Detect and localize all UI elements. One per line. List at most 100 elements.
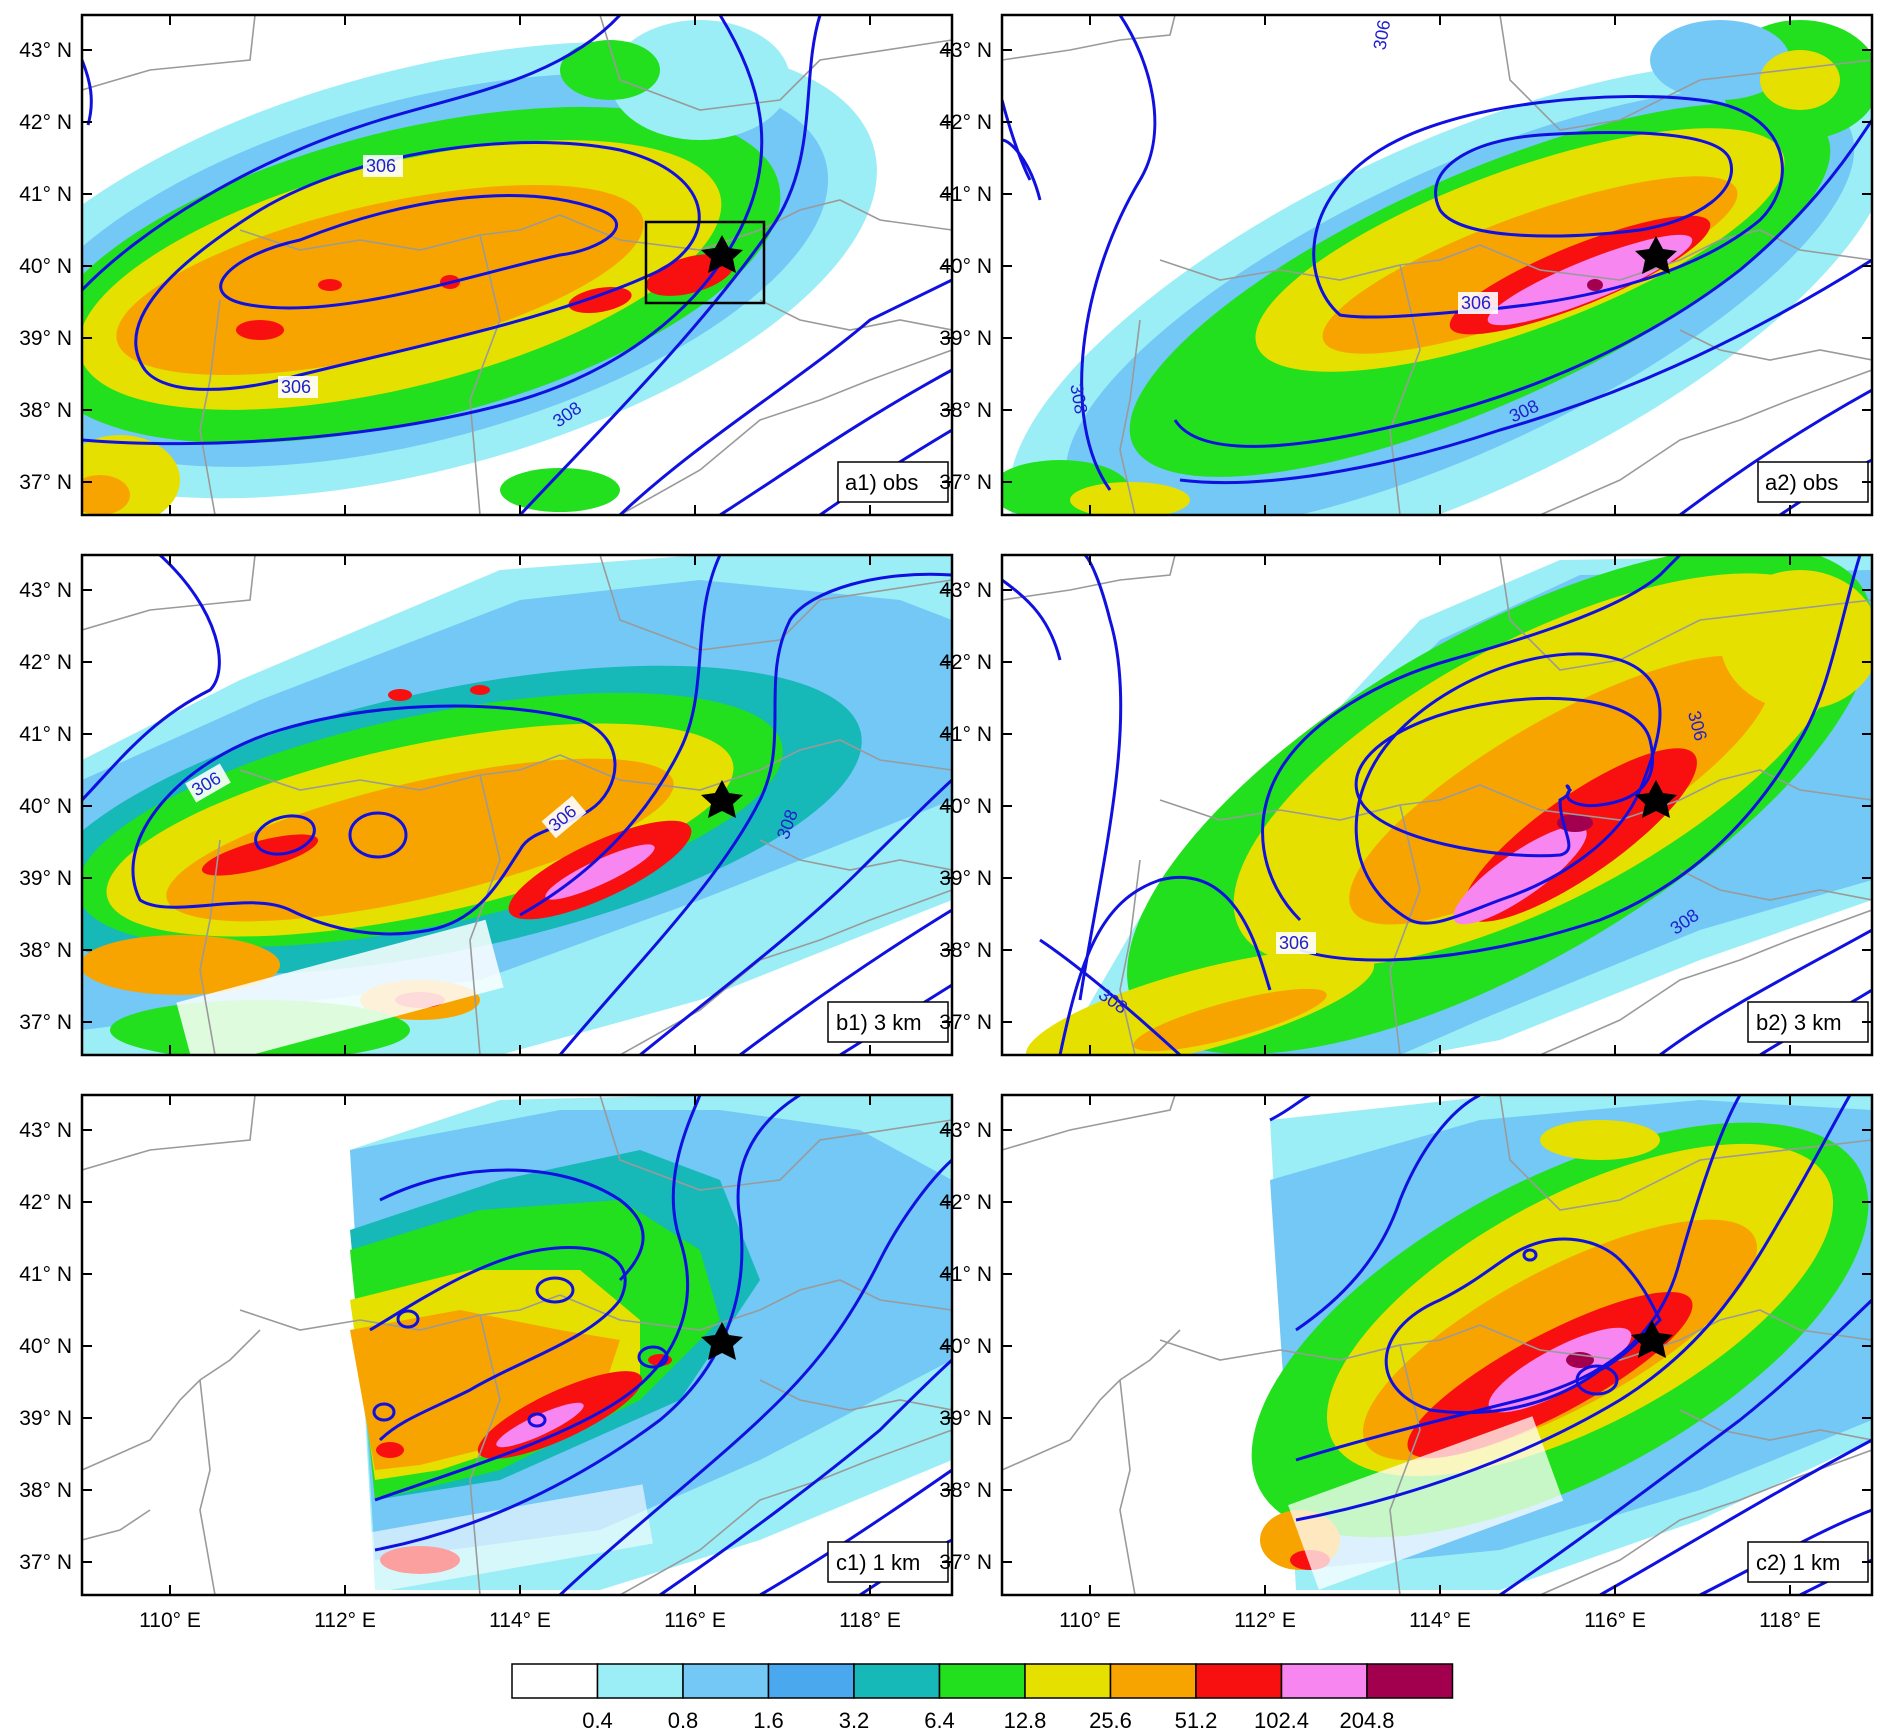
star-marker — [1635, 236, 1677, 274]
lat-tick-label: 41° N — [19, 723, 72, 746]
lon-tick-label: 110° E — [139, 1609, 201, 1632]
lat-tick-label: 41° N — [19, 1263, 72, 1286]
lat-tick-label: 42° N — [939, 111, 992, 134]
lat-tick-label: 37° N — [939, 1011, 992, 1034]
colorbar-swatch — [1109, 1663, 1197, 1699]
panel-label-b1: b1) 3 km — [836, 1010, 922, 1035]
lon-tick-label: 116° E — [664, 1609, 726, 1632]
lat-tick-label: 37° N — [939, 471, 992, 494]
star-marker — [1631, 1320, 1673, 1358]
contours-c1 — [369, 1095, 952, 1595]
panel-label-c1: c1) 1 km — [836, 1550, 920, 1575]
lat-tick-label: 37° N — [19, 471, 72, 494]
precip-field-b1 — [82, 555, 952, 1055]
colorbar-label: 1.6 — [753, 1708, 784, 1733]
star-marker — [1635, 780, 1677, 818]
lat-tick-label: 41° N — [939, 183, 992, 206]
lat-tick-label: 40° N — [939, 795, 992, 818]
colorbar-label: 6.4 — [924, 1708, 955, 1733]
precip-field-b2 — [1025, 555, 1872, 1055]
lat-tick-label: 38° N — [939, 399, 992, 422]
lat-tick-label: 38° N — [19, 1479, 72, 1502]
panel-label-a1: a1) obs — [845, 470, 918, 495]
lon-tick-label: 112° E — [314, 1609, 376, 1632]
contours-a1 — [82, 15, 952, 515]
panel-a2: 306 306 308 308 a2) obs — [1000, 13, 1874, 517]
colorbar-swatch — [853, 1663, 941, 1699]
colorbar-label: 102.4 — [1254, 1708, 1309, 1733]
lat-tick-label: 40° N — [939, 1335, 992, 1358]
panel-b1: 306 306 308 b1) 3 km — [80, 553, 954, 1057]
contour-label: 306 — [281, 377, 311, 397]
lat-tick-label: 39° N — [939, 867, 992, 890]
lat-tick-label: 40° N — [19, 795, 72, 818]
lon-tick-label: 114° E — [1409, 1609, 1471, 1632]
lat-tick-label: 39° N — [19, 867, 72, 890]
contour-label: 306 — [1279, 933, 1309, 953]
lat-tick-label: 41° N — [939, 1263, 992, 1286]
colorbar: 0.4 0.8 1.6 3.2 6.4 12.8 25.6 51.2 102.4 204.8 — [511, 1663, 1454, 1733]
lat-tick-label: 41° N — [19, 183, 72, 206]
lat-tick-label: 37° N — [19, 1011, 72, 1034]
lat-tick-label: 39° N — [19, 327, 72, 350]
lat-tick-label: 38° N — [939, 1479, 992, 1502]
lat-tick-label: 39° N — [19, 1407, 72, 1430]
lon-tick-label: 116° E — [1584, 1609, 1646, 1632]
contours-b1 — [82, 555, 952, 1055]
lat-tick-label: 42° N — [939, 651, 992, 674]
province-boundaries-a1 — [82, 15, 952, 515]
colorbar-label: 0.8 — [668, 1708, 699, 1733]
lat-tick-label: 42° N — [19, 1191, 72, 1214]
contour-label: 306 — [1461, 293, 1491, 313]
lat-tick-label: 43° N — [939, 1119, 992, 1142]
axis-labels: 43° N 42° N 41° N 40° N 39° N 38° N 37° N 43° N… — [19, 39, 1821, 1632]
lat-tick-label: 39° N — [939, 1407, 992, 1430]
colorbar-label: 12.8 — [1004, 1708, 1047, 1733]
colorbar-swatch — [767, 1663, 855, 1699]
lat-tick-label: 40° N — [19, 255, 72, 278]
star-marker — [701, 780, 743, 818]
panel-label-b2: b2) 3 km — [1756, 1010, 1842, 1035]
colorbar-swatch — [511, 1663, 599, 1699]
colorbar-label: 0.4 — [582, 1708, 613, 1733]
lat-tick-label: 39° N — [939, 327, 992, 350]
lat-tick-label: 41° N — [939, 723, 992, 746]
star-marker — [701, 235, 743, 273]
precip-field-a1 — [82, 20, 877, 515]
lat-tick-label: 43° N — [19, 39, 72, 62]
lat-tick-label: 42° N — [939, 1191, 992, 1214]
lon-tick-label: 118° E — [839, 1609, 901, 1632]
lat-tick-label: 40° N — [939, 255, 992, 278]
lat-tick-label: 43° N — [19, 579, 72, 602]
star-marker — [701, 1322, 743, 1360]
lat-tick-label: 37° N — [939, 1551, 992, 1574]
lat-tick-label: 42° N — [19, 111, 72, 134]
contours-b2 — [1002, 555, 1872, 1055]
colorbar-swatch — [596, 1663, 684, 1699]
lon-tick-label: 110° E — [1059, 1609, 1121, 1632]
lat-tick-label: 43° N — [939, 579, 992, 602]
colorbar-label: 204.8 — [1339, 1708, 1394, 1733]
panel-c2: c2) 1 km — [1000, 1093, 1874, 1597]
lat-tick-label: 37° N — [19, 1551, 72, 1574]
colorbar-label: 3.2 — [839, 1708, 870, 1733]
panel-c1: c1) 1 km — [80, 1093, 954, 1597]
colorbar-swatch — [1280, 1663, 1368, 1699]
colorbar-swatch — [1366, 1663, 1454, 1699]
precip-field-a2 — [1002, 20, 1872, 515]
province-boundaries-c2 — [1002, 1095, 1872, 1595]
panel-b2: 306 306 308 308 b2) 3 km — [1000, 553, 1874, 1057]
lon-tick-label: 118° E — [1759, 1609, 1821, 1632]
lat-tick-label: 38° N — [19, 399, 72, 422]
highlight-box — [644, 220, 766, 305]
lat-tick-label: 40° N — [19, 1335, 72, 1358]
contour-label: 306 — [366, 156, 396, 176]
axis-ticks — [82, 15, 1872, 1595]
colorbar-label: 51.2 — [1175, 1708, 1218, 1733]
lat-tick-label: 38° N — [939, 939, 992, 962]
panel-label-a2: a2) obs — [1765, 470, 1838, 495]
colorbar-swatch — [1195, 1663, 1283, 1699]
lat-tick-label: 43° N — [19, 1119, 72, 1142]
precip-field-c2 — [1251, 1095, 1872, 1590]
province-boundaries-a2 — [1002, 15, 1872, 515]
